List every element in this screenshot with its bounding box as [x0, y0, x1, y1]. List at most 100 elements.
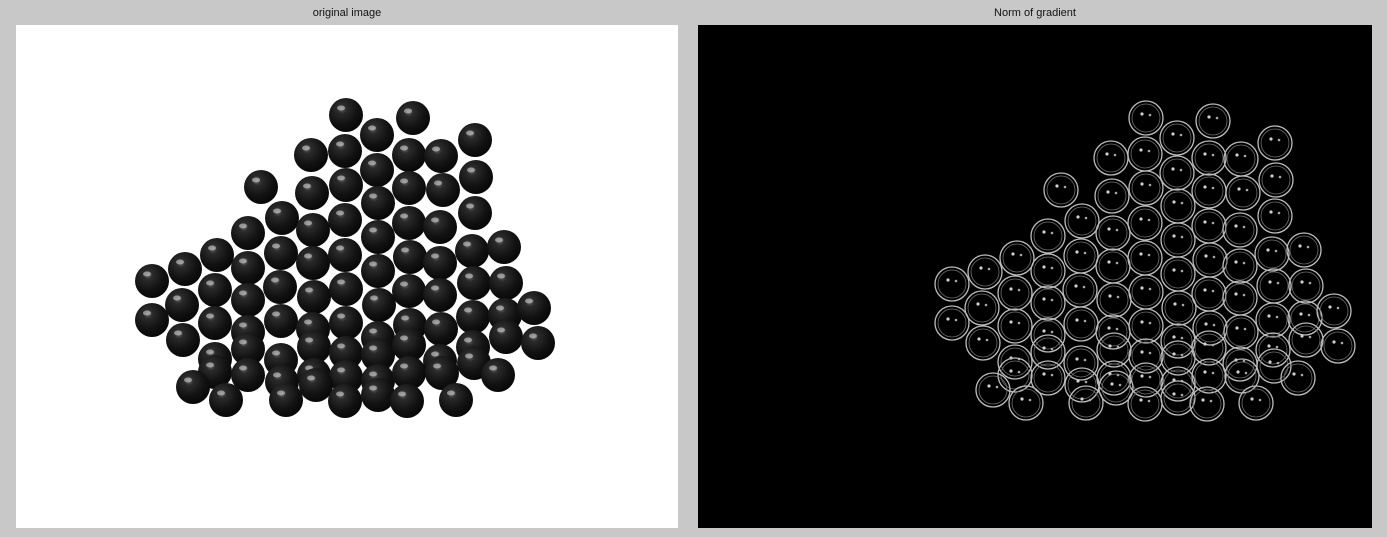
ball-27: [231, 251, 265, 285]
edge-ring-82: [1008, 385, 1044, 421]
ball-82: [209, 383, 243, 417]
ball-40: [297, 280, 331, 314]
edge-ring-76: [1160, 366, 1196, 402]
edge-ring-81: [975, 372, 1011, 408]
ball-37: [198, 273, 232, 307]
ball-29: [296, 246, 330, 280]
edge-ring-57: [1255, 302, 1291, 338]
edge-ring-31: [1160, 256, 1196, 292]
ball-1: [396, 101, 430, 135]
edge-ring-55: [1192, 310, 1228, 346]
ball-85: [328, 384, 362, 418]
edge-ring-72: [1030, 360, 1066, 396]
edge-ring-56: [1223, 314, 1259, 350]
edge-ring-29: [1095, 248, 1131, 284]
edge-ring-46: [1288, 268, 1324, 304]
edge-ring-16: [1257, 198, 1293, 234]
edge-ring-49: [997, 308, 1033, 344]
ball-32: [393, 240, 427, 274]
edge-ring-48: [965, 325, 1001, 361]
gradient-image-title: Norm of gradient: [994, 7, 1076, 19]
edge-ring-0: [1128, 100, 1164, 136]
edge-ring-64: [1128, 338, 1164, 374]
edge-ring-85: [1127, 386, 1163, 422]
ball-28: [264, 236, 298, 270]
edge-ring-75: [1128, 362, 1164, 398]
edge-ring-43: [1191, 276, 1227, 312]
ball-18: [231, 216, 265, 250]
edge-ring-68: [1255, 332, 1291, 368]
edge-ring-45: [1256, 268, 1292, 304]
edge-ring-42: [1161, 290, 1197, 326]
edge-ring-59: [1316, 293, 1352, 329]
edge-ring-88: [1238, 385, 1274, 421]
ball-42: [362, 288, 396, 322]
ball-31: [361, 254, 395, 288]
ball-78: [425, 356, 459, 390]
edge-ring-15: [1225, 175, 1261, 211]
ball-30: [328, 238, 362, 272]
edge-ring-30: [1127, 240, 1163, 276]
edge-ring-22: [1191, 208, 1227, 244]
ball-46: [489, 266, 523, 300]
ball-36: [165, 288, 199, 322]
ball-26: [135, 264, 169, 298]
edge-ring-33: [1222, 248, 1258, 284]
ball-45: [457, 266, 491, 300]
edge-ring-38: [1030, 285, 1066, 321]
ball-83: [269, 383, 303, 417]
ball-88: [439, 383, 473, 417]
edge-ring-61: [1030, 334, 1066, 370]
ball-19: [296, 213, 330, 247]
edge-ring-39: [1062, 272, 1098, 308]
ball-15: [426, 173, 460, 207]
ball-75: [329, 360, 363, 394]
balls-group: [135, 98, 555, 418]
edge-ring-50: [1030, 317, 1066, 353]
ball-39: [263, 270, 297, 304]
edge-ring-62: [1063, 345, 1099, 381]
edge-ring-20: [1127, 205, 1163, 241]
ball-41: [329, 272, 363, 306]
original-image-view: [135, 98, 555, 418]
edge-ring-69: [1288, 322, 1324, 358]
edge-ring-80: [1280, 360, 1316, 396]
ball-70: [521, 326, 555, 360]
edge-ring-11: [1094, 178, 1130, 214]
ball-84: [299, 368, 333, 402]
ball-63: [297, 330, 331, 364]
ball-64: [329, 336, 363, 370]
edge-ring-84: [1098, 370, 1134, 406]
edge-ring-8: [1223, 141, 1259, 177]
edge-ring-14: [1191, 173, 1227, 209]
edge-ring-35: [1286, 232, 1322, 268]
ball-81: [176, 370, 210, 404]
edge-ring-77: [1191, 358, 1227, 394]
ball-11: [295, 176, 329, 210]
ball-2: [360, 118, 394, 152]
edge-ring-3: [1257, 125, 1293, 161]
ball-49: [198, 306, 232, 340]
ball-86: [361, 378, 395, 412]
edge-ring-34: [1254, 236, 1290, 272]
ball-57: [456, 300, 490, 334]
edge-ring-9: [1258, 162, 1294, 198]
gradient-image-axes[interactable]: [698, 25, 1372, 528]
ball-80: [481, 358, 515, 392]
ball-65: [361, 338, 395, 372]
edge-ring-47: [934, 305, 970, 341]
ball-51: [264, 304, 298, 338]
ball-53: [329, 306, 363, 340]
edge-ring-18: [1030, 218, 1066, 254]
ball-44: [423, 278, 457, 312]
ball-22: [392, 206, 426, 240]
ball-24: [200, 238, 234, 272]
ball-48: [166, 323, 200, 357]
ball-10: [244, 170, 278, 204]
ball-38: [231, 283, 265, 317]
edge-ring-53: [1128, 308, 1164, 344]
ball-61: [231, 332, 265, 366]
original-image-axes[interactable]: [16, 25, 678, 528]
edge-ring-24: [999, 240, 1035, 276]
edge-ring-12: [1128, 170, 1164, 206]
